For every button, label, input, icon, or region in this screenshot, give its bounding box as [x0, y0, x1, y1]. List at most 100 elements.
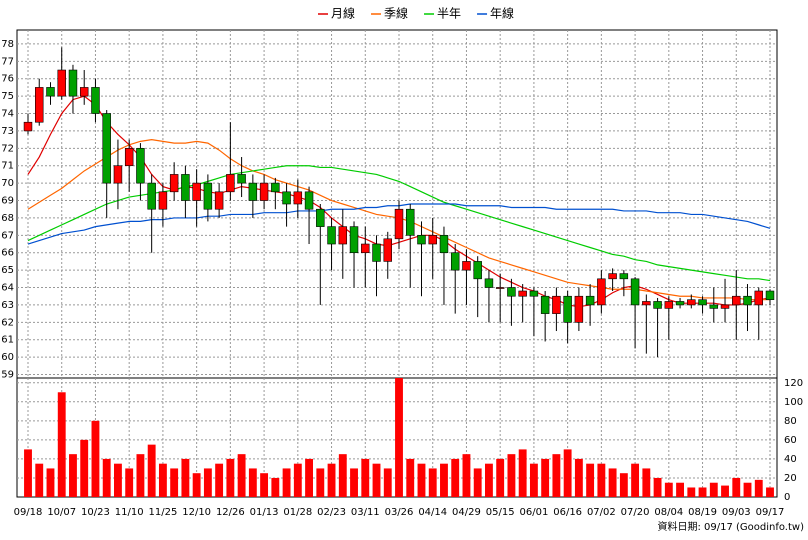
- candle-body: [383, 238, 392, 262]
- volume-bar: [496, 458, 505, 497]
- candle-body: [743, 295, 752, 306]
- candle-body: [248, 182, 258, 201]
- volume-bar: [215, 463, 224, 497]
- candle-body: [439, 235, 449, 254]
- volume-bar: [631, 463, 640, 497]
- candle-body: [529, 290, 539, 297]
- candle-body: [563, 295, 572, 323]
- volume-bar: [248, 468, 257, 497]
- volume-bar: [721, 485, 729, 497]
- candle-body: [394, 208, 404, 240]
- y-tick-label: 76: [1, 74, 14, 85]
- candle-body: [687, 299, 696, 306]
- candle-body: [304, 191, 314, 210]
- volume-bar: [361, 458, 370, 497]
- volume-bar: [237, 454, 246, 497]
- y-tick-label: 60: [1, 352, 14, 363]
- volume-bar: [350, 468, 358, 497]
- y-tick-label: 59: [1, 370, 14, 381]
- volume-bar: [114, 463, 122, 497]
- volume-bar: [529, 463, 538, 497]
- candle-body: [574, 295, 584, 323]
- volume-bar: [597, 463, 606, 497]
- candle-body: [79, 87, 89, 97]
- x-tick-label: 10/07: [47, 507, 76, 518]
- x-tick-label: 04/29: [452, 507, 481, 518]
- y2-tick-label: 120: [784, 378, 803, 389]
- volume-bar: [619, 473, 628, 497]
- y-tick-label: 77: [1, 56, 14, 67]
- volume-bar: [406, 458, 415, 497]
- candle-body: [406, 208, 415, 236]
- candle-body: [214, 191, 224, 210]
- candle-body: [642, 301, 651, 306]
- x-tick-label: 03/11: [351, 507, 380, 518]
- legend-label: 月線: [331, 6, 355, 21]
- candle-body: [664, 301, 674, 309]
- volume-bar: [305, 458, 313, 497]
- candle-body: [316, 208, 325, 227]
- candle-body: [372, 243, 381, 262]
- x-tick-label: 09/03: [722, 507, 751, 518]
- candle-body: [136, 148, 145, 184]
- y2-tick-label: 60: [784, 435, 797, 446]
- x-tick-label: 09/17: [756, 507, 785, 518]
- candle-body: [552, 295, 561, 314]
- candle-body: [608, 273, 617, 280]
- volume-bar: [383, 468, 392, 497]
- volume-bar: [732, 477, 741, 497]
- y-tick-label: 72: [1, 143, 14, 154]
- volume-bar: [226, 458, 235, 497]
- y-tick-label: 63: [1, 300, 14, 311]
- candle-body: [484, 278, 494, 288]
- y2-tick-label: 40: [784, 454, 797, 465]
- price-frame: [16, 29, 778, 379]
- x-tick-label: 12/26: [216, 507, 245, 518]
- candle-body: [349, 226, 359, 254]
- candle-body: [147, 182, 156, 210]
- y-tick-label: 67: [1, 230, 14, 241]
- candle-body: [754, 290, 763, 306]
- candle-body: [507, 287, 516, 297]
- candle-body: [293, 191, 303, 205]
- volume-bar: [507, 454, 516, 497]
- volume-bar: [574, 458, 583, 497]
- candle-body: [495, 287, 505, 289]
- y2-tick-label: 0: [784, 492, 790, 503]
- candle-body: [597, 278, 606, 306]
- y-tick-label: 71: [1, 161, 14, 172]
- volume-bar: [709, 482, 718, 497]
- volume-bar: [170, 468, 179, 497]
- x-tick-label: 05/15: [486, 507, 515, 518]
- candle-body: [585, 295, 595, 306]
- volume-bar: [147, 444, 156, 497]
- volume-bar: [417, 463, 426, 497]
- volume-bar: [676, 482, 684, 497]
- candle-body: [450, 252, 460, 271]
- volume-bar: [24, 449, 32, 497]
- volume-bar: [440, 463, 448, 497]
- x-tick-label: 01/13: [250, 507, 279, 518]
- candle-body: [46, 87, 55, 97]
- volume-bar: [192, 473, 201, 497]
- volume-bar: [698, 487, 707, 497]
- candle-body: [35, 87, 44, 123]
- volume-bar: [473, 468, 482, 497]
- x-tick-label: 08/19: [688, 507, 717, 518]
- volume-bar: [586, 463, 595, 497]
- candle-body: [518, 290, 527, 297]
- volume-bar: [642, 468, 651, 497]
- candle-body: [675, 301, 685, 306]
- volume-bar: [743, 482, 752, 497]
- volume-bar: [608, 468, 617, 497]
- y-tick-label: 68: [1, 213, 14, 224]
- volume-bar: [46, 468, 55, 497]
- candle-body: [630, 278, 640, 306]
- volume-bar: [754, 479, 763, 497]
- x-tick-label: 11/25: [148, 507, 177, 518]
- volume-bar: [451, 458, 460, 497]
- candle-body: [158, 191, 168, 210]
- candle-body: [57, 69, 66, 97]
- candle-body: [113, 165, 123, 184]
